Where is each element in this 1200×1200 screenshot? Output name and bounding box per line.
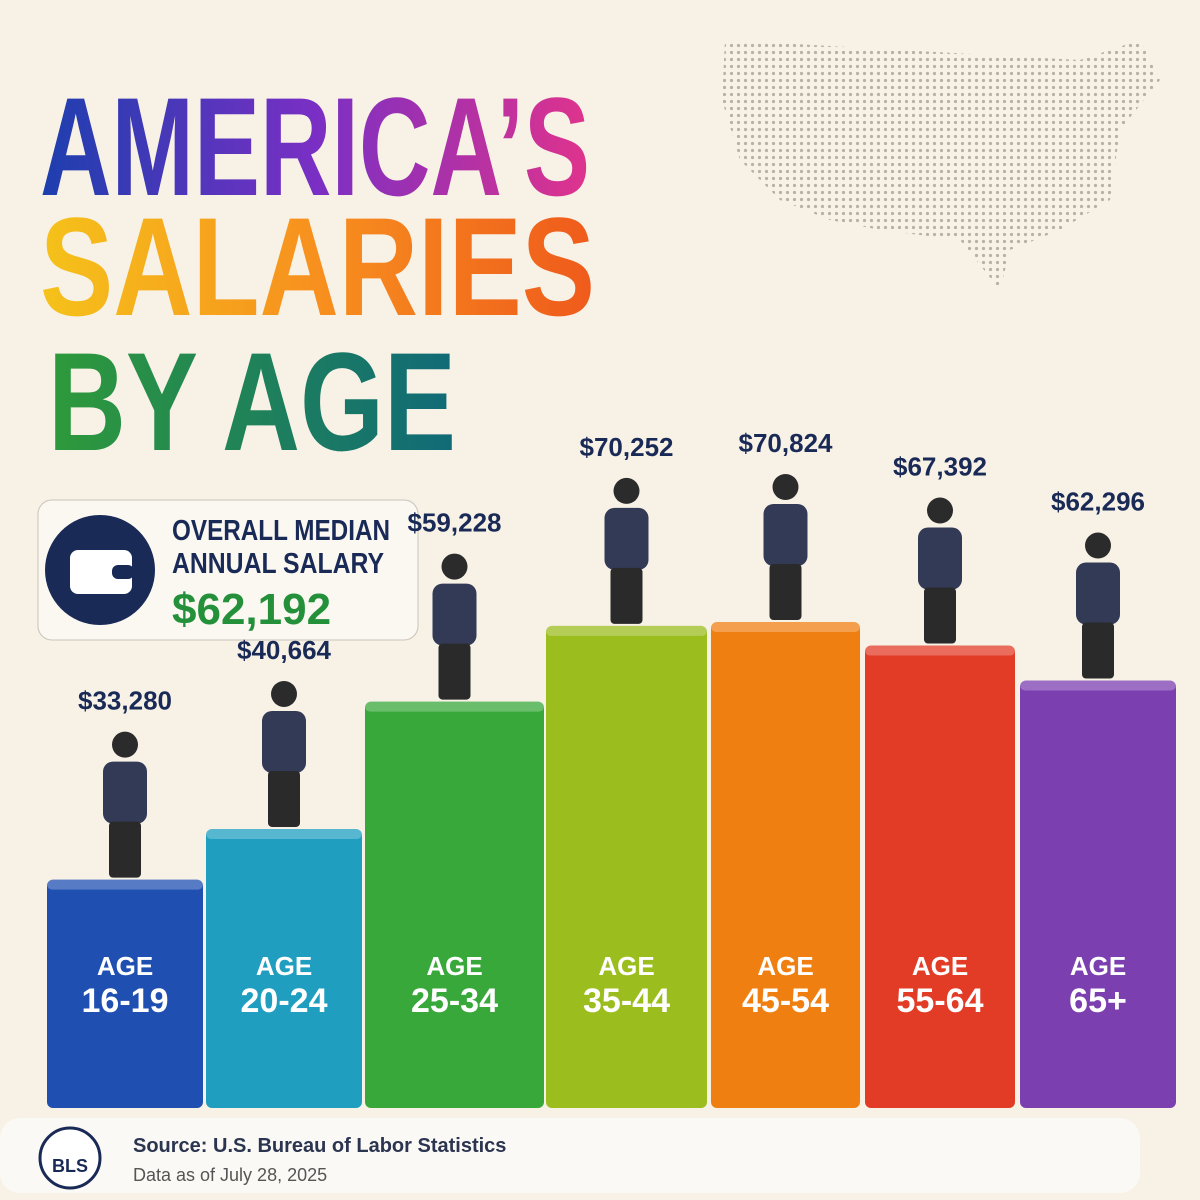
person — [763, 504, 808, 566]
bar-category: 55-64 — [897, 982, 984, 1020]
value-label: $62,296 — [1051, 487, 1145, 517]
value-label: $59,228 — [408, 508, 502, 538]
person — [918, 527, 962, 590]
bar-shade — [546, 625, 707, 636]
value-label: $70,252 — [580, 432, 674, 462]
title-line: AMERICA’S — [40, 68, 590, 225]
person — [772, 474, 799, 500]
person — [604, 507, 649, 570]
bar-age-label: AGE — [598, 951, 654, 981]
date-note: Data as of July 28, 2025 — [133, 1165, 327, 1185]
value-label: $40,664 — [237, 635, 332, 665]
person — [271, 680, 297, 707]
bar-age-label: AGE — [757, 951, 813, 981]
logo-text: BLS — [52, 1156, 88, 1176]
person — [927, 497, 953, 524]
bar-shade — [865, 645, 1015, 656]
bar-shade — [1020, 680, 1176, 691]
bar-shade — [365, 701, 544, 712]
bar-category: 45-54 — [742, 982, 829, 1020]
bar-category: 16-19 — [82, 982, 169, 1020]
bar-shade — [711, 622, 860, 632]
person — [103, 761, 147, 824]
bar — [711, 622, 860, 1108]
map-decoration — [722, 40, 1160, 290]
person — [268, 770, 300, 827]
value-label: $67,392 — [893, 452, 987, 482]
bar — [365, 701, 544, 1108]
bar-category: 65+ — [1069, 982, 1127, 1020]
bar — [865, 645, 1015, 1108]
source: Source: U.S. Bureau of Labor Statistics — [133, 1135, 506, 1157]
bar-category: 20-24 — [241, 982, 328, 1020]
title-line: SALARIES — [40, 188, 595, 345]
footer — [0, 1118, 1140, 1193]
bar-category: 35-44 — [583, 982, 670, 1020]
person — [441, 553, 468, 580]
person — [924, 587, 956, 644]
person — [1085, 532, 1111, 559]
bar-age-label: AGE — [912, 951, 968, 981]
summary-label: OVERALL MEDIAN — [172, 515, 390, 547]
bar — [206, 828, 362, 1108]
value-label: $70,824 — [739, 428, 834, 458]
person — [438, 643, 471, 700]
bar-shade — [47, 879, 203, 890]
bar-age-label: AGE — [426, 951, 482, 981]
bar — [546, 625, 707, 1108]
summary-value: $62,192 — [172, 585, 331, 634]
person — [769, 564, 802, 620]
wallet-icon — [112, 565, 134, 579]
bar-age-label: AGE — [1070, 951, 1126, 981]
person — [262, 710, 306, 773]
wallet-icon — [70, 550, 132, 594]
bar — [47, 879, 203, 1108]
logo — [38, 1126, 102, 1190]
person — [610, 567, 643, 624]
person — [432, 583, 477, 646]
bar-age-label: AGE — [97, 951, 153, 981]
bar-age-label: AGE — [256, 951, 312, 981]
title-line: BY AGE — [48, 323, 456, 480]
person — [613, 477, 640, 504]
person — [1076, 562, 1120, 625]
person — [109, 821, 141, 878]
bar-category: 25-34 — [411, 982, 498, 1020]
summary-label: ANNUAL SALARY — [172, 548, 384, 580]
value-label: $33,280 — [78, 686, 172, 716]
bar — [1020, 680, 1176, 1108]
person — [1082, 622, 1114, 679]
bar-shade — [206, 828, 362, 839]
person — [112, 731, 138, 758]
